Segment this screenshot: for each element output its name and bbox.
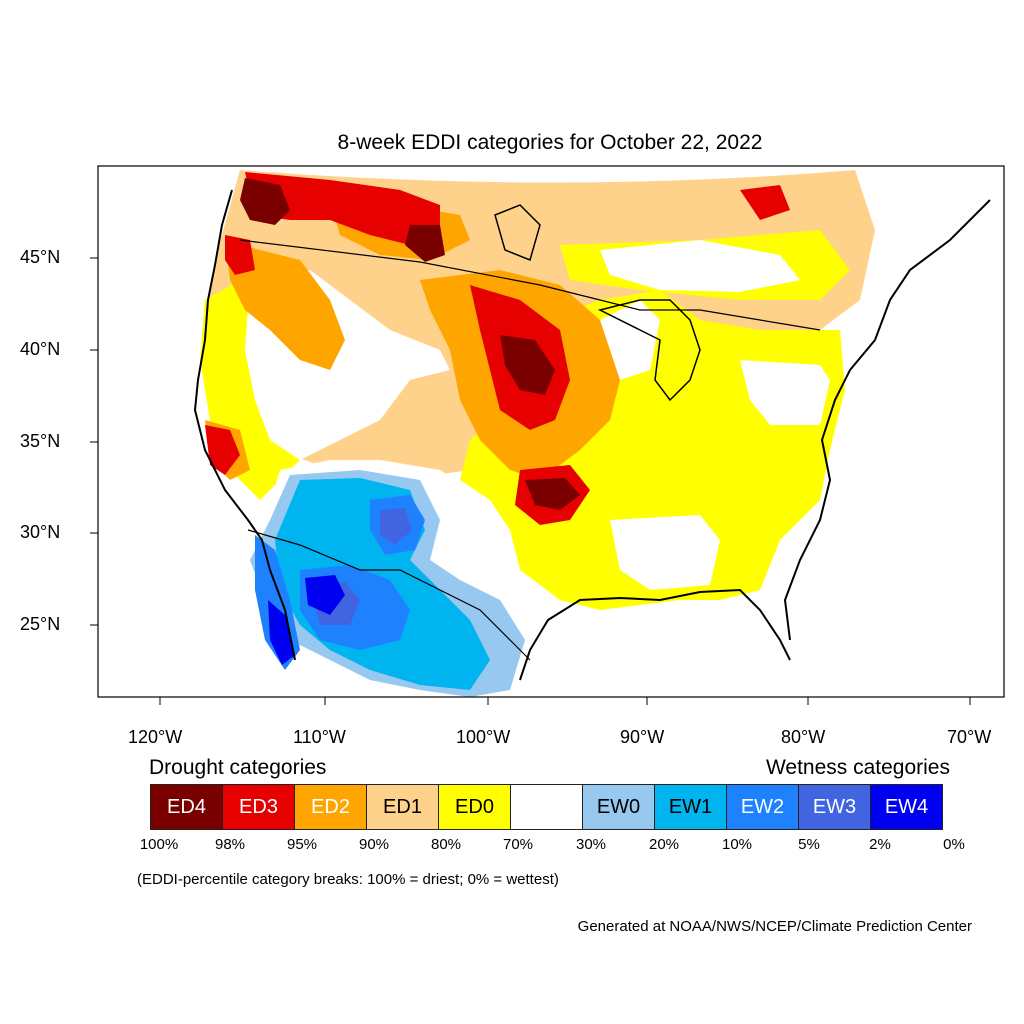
category-note: (EDDI-percentile category breaks: 100% =…: [137, 871, 559, 888]
break-label: 95%: [286, 836, 318, 853]
ed3-michigan: [740, 185, 790, 220]
lon-label-90: 90°W: [620, 727, 665, 747]
hudson-bay-edge: [494, 204, 541, 262]
ew3-newmexico: [380, 508, 412, 545]
ed3-california: [205, 425, 240, 475]
white-northeast: [740, 360, 830, 425]
break-label: 80%: [430, 836, 462, 853]
white-greatlakes: [600, 300, 660, 380]
legend-label-ed0: ED0: [455, 795, 494, 818]
legend-label-ed4: ED4: [167, 795, 206, 818]
legend-label-ed1: ED1: [383, 795, 422, 818]
wetness-heading: Wetness categories: [765, 756, 950, 779]
break-label: 70%: [502, 836, 534, 853]
lon-label-80: 80°W: [781, 727, 826, 747]
legend-label-ed2: ED2: [311, 795, 350, 818]
break-label: 0%: [943, 836, 965, 853]
ed3-northwest: [225, 235, 255, 275]
legend-label-ew2: EW2: [740, 795, 785, 818]
legend-label-ew3: EW3: [812, 795, 857, 818]
drought-heading: Drought categories: [149, 756, 327, 779]
map-title: 8-week EDDI categories for October 22, 2…: [337, 131, 763, 154]
white-southeast: [610, 515, 720, 590]
legend-box-ew0: EW0: [582, 784, 655, 830]
ed4-north2: [405, 225, 445, 262]
legend-label-ed3: ED3: [239, 795, 278, 818]
white-north: [600, 240, 800, 292]
ed4-northwest: [240, 178, 290, 225]
break-label: 98%: [214, 836, 246, 853]
break-label: 5%: [798, 836, 820, 853]
legend-box-ew2: EW2: [726, 784, 799, 830]
ed2-northwest: [225, 240, 345, 370]
map-layers: [193, 170, 991, 697]
great-lakes: [597, 299, 701, 402]
legend-box-ed1: ED1: [366, 784, 439, 830]
break-label: 20%: [648, 836, 680, 853]
legend-box-ew1: EW1: [654, 784, 727, 830]
break-label: 90%: [358, 836, 390, 853]
credit-line: Generated at NOAA/NWS/NCEP/Climate Predi…: [577, 918, 972, 935]
ed4-south: [525, 478, 580, 510]
west-coastline: [193, 189, 296, 661]
legend-box-ed3: ED3: [222, 784, 295, 830]
legend-box-neutral: [510, 784, 583, 830]
break-label: 100%: [139, 836, 179, 853]
lat-label-30: 30°N: [20, 522, 61, 542]
lon-label-120: 120°W: [128, 727, 183, 747]
break-label: 30%: [575, 836, 607, 853]
legend-box-ew3: EW3: [798, 784, 871, 830]
map-frame: [97, 165, 1005, 698]
ew4-mexico: [305, 575, 345, 615]
east-coastline: [783, 199, 991, 641]
lat-label-25: 25°N: [20, 614, 61, 634]
break-label: 10%: [721, 836, 753, 853]
legend-box-ed4: ED4: [150, 784, 223, 830]
lon-label-100: 100°W: [456, 727, 511, 747]
break-label: 2%: [869, 836, 891, 853]
ed4-plains: [500, 335, 555, 395]
lon-label-110: 110°W: [293, 727, 346, 747]
legend-box-ew4: EW4: [870, 784, 943, 830]
lat-label-40: 40°N: [20, 339, 61, 359]
axis-ticks: [90, 257, 971, 705]
lat-label-45: 45°N: [20, 247, 61, 267]
ew4-baja: [268, 600, 295, 665]
gulf-coastline: [519, 588, 791, 681]
mexico-border: [247, 529, 531, 661]
legend-label-ew4: EW4: [884, 795, 929, 818]
lon-label-70: 70°W: [947, 727, 992, 747]
legend-box-ed2: ED2: [294, 784, 367, 830]
legend-box-ed0: ED0: [438, 784, 511, 830]
legend-label-ew1: EW1: [668, 795, 713, 818]
ed3-north: [245, 172, 440, 245]
lat-label-35: 35°N: [20, 431, 61, 451]
legend-label-ew0: EW0: [596, 795, 641, 818]
category-legend: ED4 ED3 ED2 ED1 ED0 EW0 EW1 EW2 EW3 EW4: [150, 784, 943, 830]
